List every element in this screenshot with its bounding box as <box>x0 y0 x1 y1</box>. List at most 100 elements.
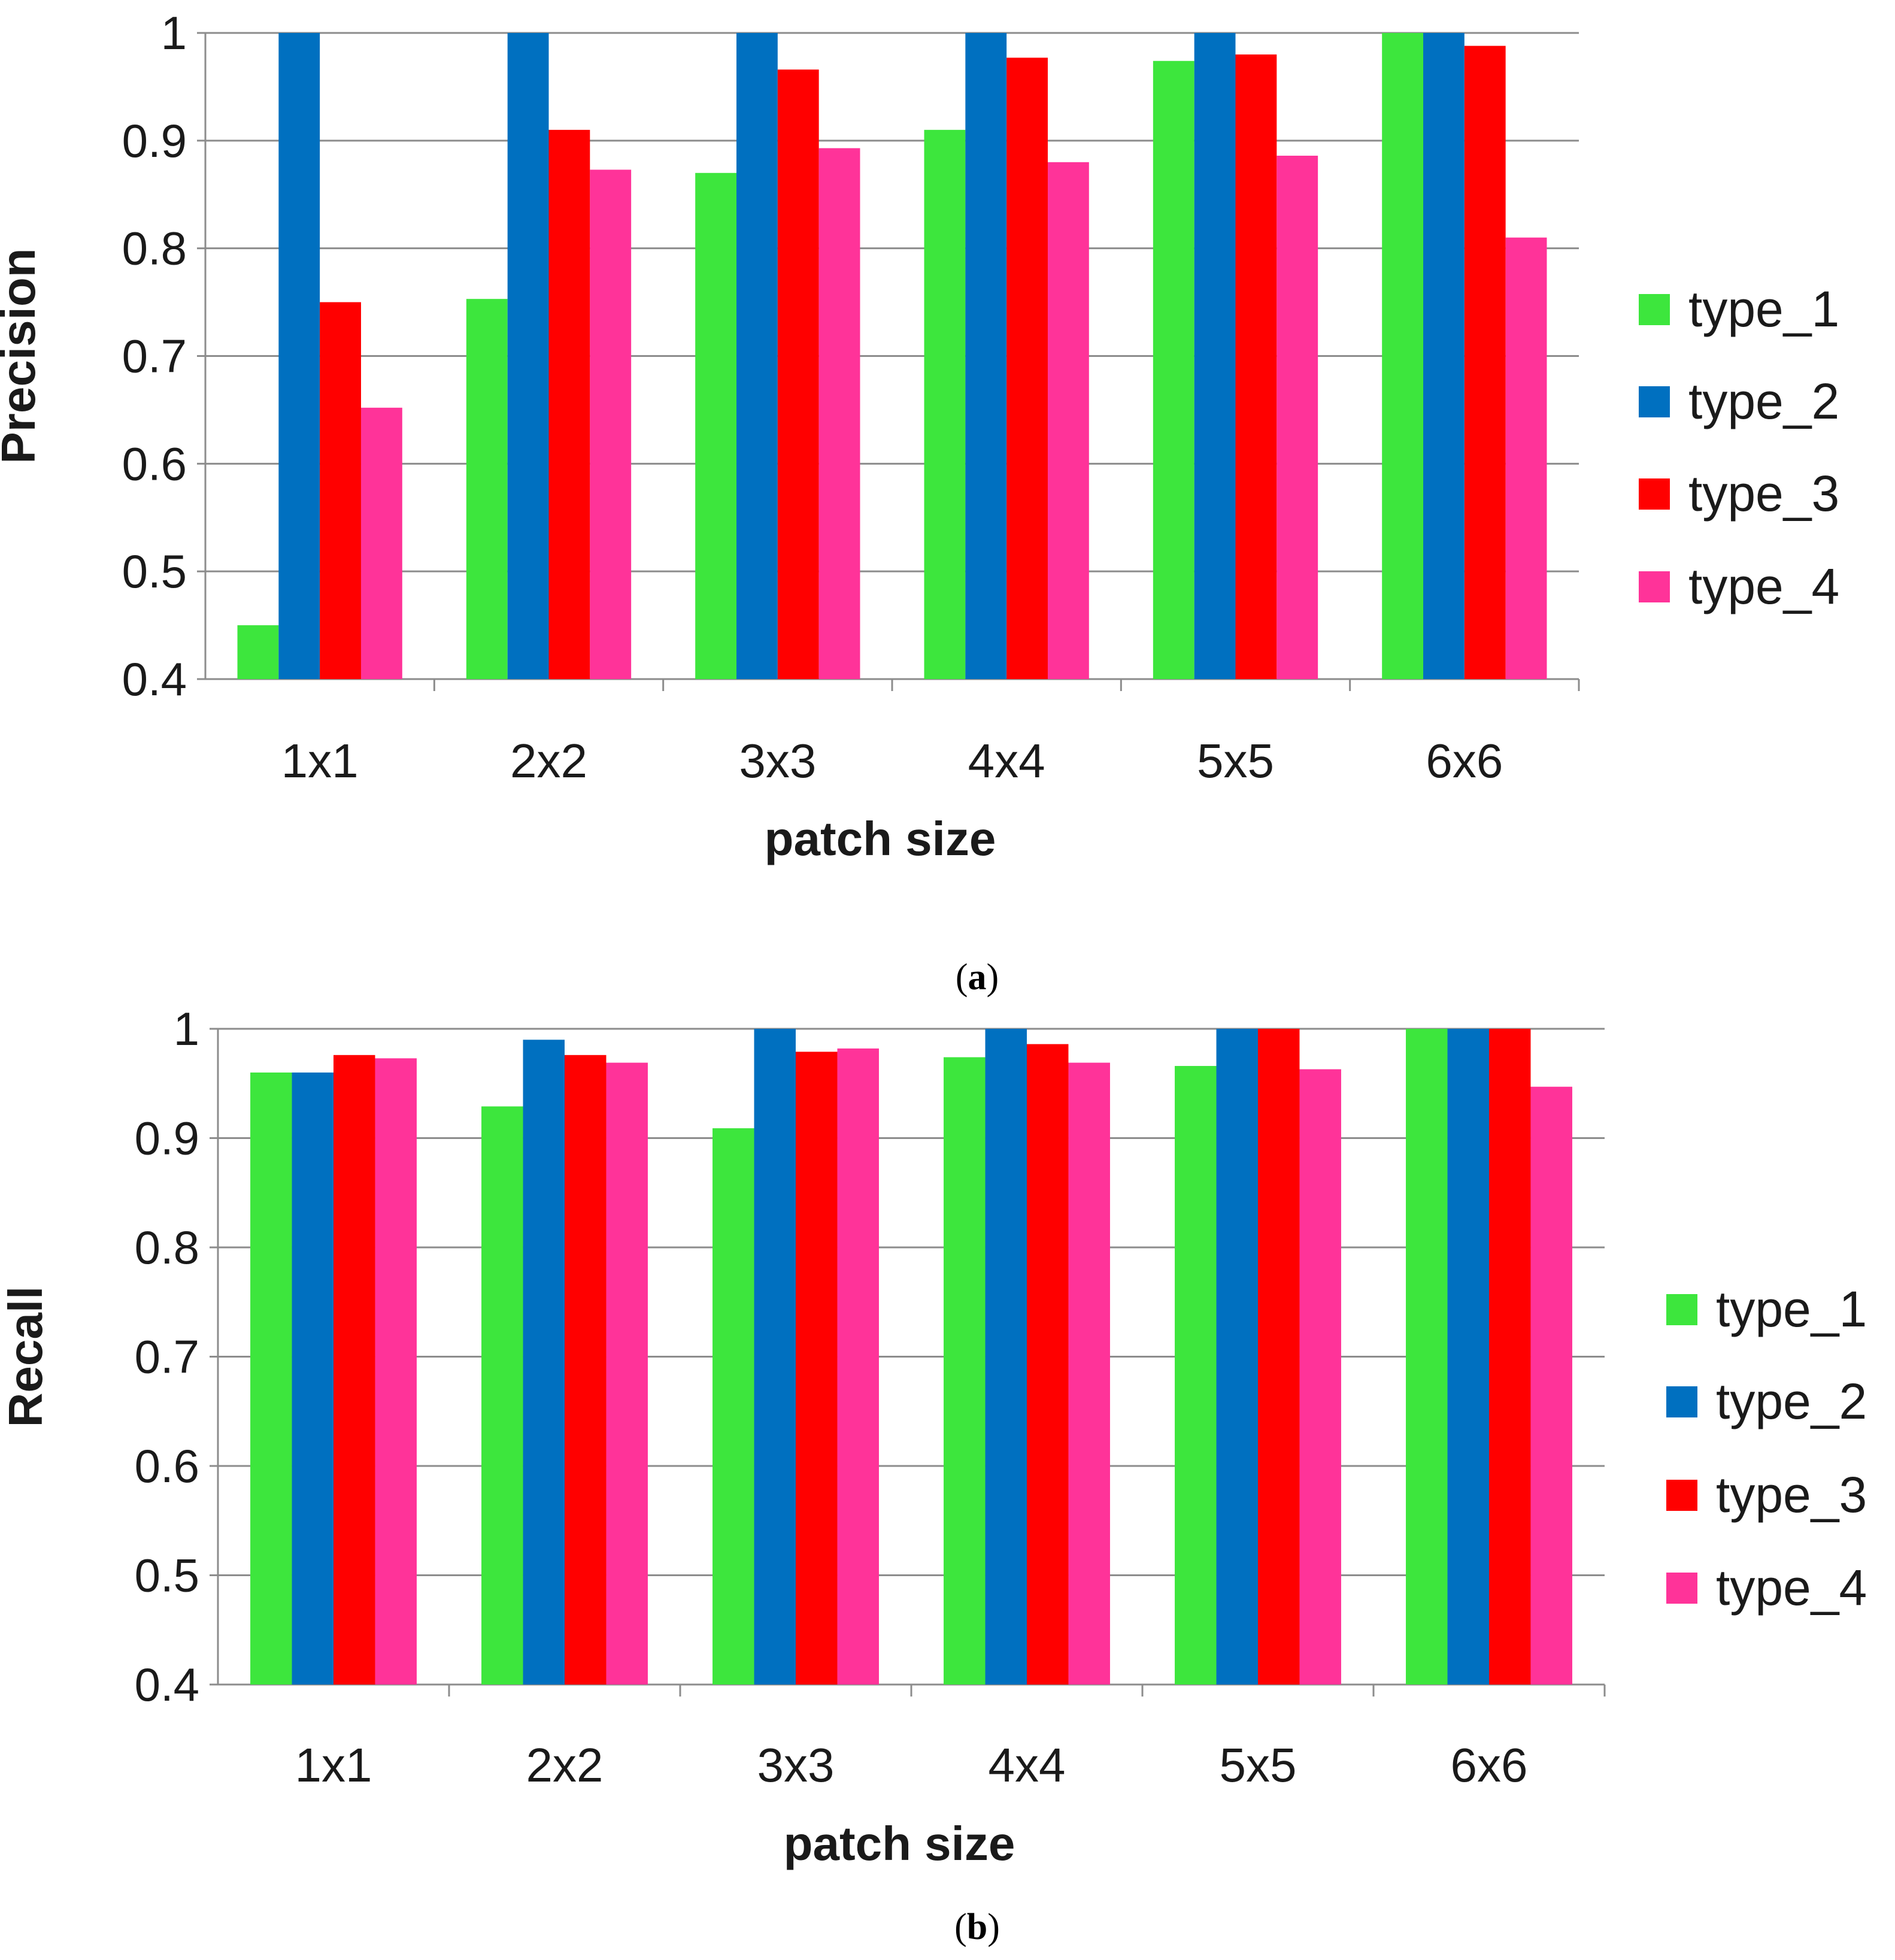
bar-type_4-5x5 <box>1299 1069 1341 1685</box>
bar-type_4-4x4 <box>1068 1062 1110 1685</box>
x-tick-label: 2x2 <box>526 1738 604 1792</box>
x-axis-title: patch size <box>784 1817 1015 1870</box>
x-tick-label: 4x4 <box>989 1738 1066 1792</box>
y-tick-label: 0.4 <box>135 1658 199 1711</box>
bar-type_4-1x1 <box>375 1058 417 1685</box>
bar-type_3-6x6 <box>1464 46 1506 680</box>
legend-label-type_2: type_2 <box>1688 373 1839 429</box>
bar-type_3-3x3 <box>796 1052 838 1685</box>
panel-caption-letter: a <box>968 957 987 998</box>
x-tick-label: 5x5 <box>1220 1738 1297 1792</box>
bar-type_3-5x5 <box>1235 54 1277 679</box>
bar-type_3-2x2 <box>565 1055 607 1685</box>
y-axis-title: Precision <box>0 248 45 464</box>
x-tick-label: 6x6 <box>1451 1738 1528 1792</box>
panel-caption: (b) <box>954 1907 1000 1947</box>
bar-type_1-5x5 <box>1175 1066 1217 1685</box>
x-tick-label: 6x6 <box>1426 734 1503 787</box>
y-tick-label: 0.8 <box>135 1221 199 1274</box>
bar-type_1-2x2 <box>466 299 508 679</box>
y-tick-label: 0.5 <box>135 1549 199 1602</box>
y-tick-label: 0.5 <box>122 545 187 598</box>
bar-type_3-1x1 <box>333 1055 375 1685</box>
bar-type_1-4x4 <box>944 1057 986 1685</box>
y-tick-label: 0.7 <box>122 330 187 383</box>
bar-type_1-6x6 <box>1406 1029 1448 1685</box>
bar-type_2-1x1 <box>292 1073 333 1685</box>
bar-type_3-5x5 <box>1258 1029 1300 1685</box>
bar-type_3-4x4 <box>1027 1044 1069 1685</box>
bar-type_3-4x4 <box>1006 57 1048 679</box>
bar-type_2-2x2 <box>507 33 549 679</box>
y-tick-label: 0.9 <box>122 114 187 167</box>
bar-type_4-3x3 <box>818 148 860 680</box>
bar-type_2-3x3 <box>736 33 778 679</box>
y-axis-title: Recall <box>0 1286 52 1428</box>
legend-label-type_3: type_3 <box>1716 1467 1867 1523</box>
x-tick-label: 4x4 <box>968 734 1045 787</box>
bar-type_2-6x6 <box>1447 1029 1489 1685</box>
legend-swatch-type_2 <box>1666 1386 1697 1417</box>
bar-type_4-1x1 <box>360 407 402 679</box>
legend-label-type_1: type_1 <box>1688 281 1839 337</box>
y-tick-label: 0.7 <box>135 1331 199 1383</box>
y-tick-label: 0.8 <box>122 222 187 275</box>
legend-swatch-type_1 <box>1639 294 1670 325</box>
x-axis-title: patch size <box>765 812 996 865</box>
x-tick-label: 3x3 <box>757 1738 835 1792</box>
bar-type_2-5x5 <box>1216 1029 1258 1685</box>
legend-label-type_1: type_1 <box>1716 1281 1867 1337</box>
bar-type_4-5x5 <box>1277 156 1318 679</box>
y-tick-label: 0.6 <box>135 1440 199 1492</box>
bar-type_2-4x4 <box>985 1029 1027 1685</box>
bar-type_1-4x4 <box>924 129 966 680</box>
x-tick-label: 5x5 <box>1197 734 1274 787</box>
chart-panel-b: 0.4 0.5 0.6 0.7 0.8 0.9 1 1x1 2x2 3x3 4x4 5x5 6x6 pat… <box>0 1002 1867 1947</box>
bar-type_4-2x2 <box>606 1062 648 1685</box>
legend-label-type_2: type_2 <box>1716 1373 1867 1429</box>
legend-label-type_4: type_4 <box>1688 558 1839 614</box>
legend-swatch-type_2 <box>1639 386 1670 417</box>
bar-type_1-2x2 <box>481 1106 523 1685</box>
bar-type_2-6x6 <box>1423 33 1465 679</box>
bar-type_1-6x6 <box>1382 33 1424 679</box>
y-tick-label: 0.9 <box>135 1112 199 1165</box>
legend-swatch-type_3 <box>1666 1480 1697 1511</box>
chart-panel-a: 0.4 0.5 0.6 0.7 0.8 0.9 1 1x1 2x2 3x3 4x4 5x5 6x6 pat… <box>0 7 1839 998</box>
bar-type_2-1x1 <box>278 33 320 679</box>
legend-label-type_4: type_4 <box>1716 1559 1867 1616</box>
x-tick-label: 1x1 <box>295 1738 372 1792</box>
y-tick-label: 0.6 <box>122 437 187 490</box>
bar-type_4-6x6 <box>1530 1086 1572 1685</box>
bar-type_2-2x2 <box>523 1040 565 1685</box>
legend: type_1 type_2 type_3 type_4 <box>1666 1281 1867 1616</box>
y-tick-label: 1 <box>174 1002 199 1055</box>
bar-type_2-4x4 <box>965 33 1007 679</box>
bar-type_4-6x6 <box>1505 237 1547 679</box>
legend-swatch-type_1 <box>1666 1294 1697 1325</box>
panel-caption-letter: b <box>967 1907 987 1947</box>
bar-type_4-4x4 <box>1047 162 1089 679</box>
panel-caption: (a) <box>956 957 999 998</box>
legend-swatch-type_4 <box>1666 1573 1697 1604</box>
legend: type_1 type_2 type_3 type_4 <box>1639 281 1839 614</box>
x-tick-label: 2x2 <box>510 734 587 787</box>
bar-type_4-2x2 <box>590 169 632 680</box>
x-tick-label: 3x3 <box>739 734 816 787</box>
bar-type_1-5x5 <box>1153 60 1194 679</box>
bar-type_1-3x3 <box>712 1128 754 1685</box>
bar-type_1-1x1 <box>250 1073 292 1685</box>
y-tick-label: 1 <box>161 7 187 59</box>
legend-label-type_3: type_3 <box>1688 465 1839 522</box>
bar-type_1-1x1 <box>237 625 279 679</box>
bar-type_1-3x3 <box>695 172 737 679</box>
y-tick-label: 0.4 <box>122 653 187 705</box>
bar-type_3-6x6 <box>1489 1029 1531 1685</box>
bar-type_3-1x1 <box>320 302 361 679</box>
bar-type_3-3x3 <box>777 69 819 680</box>
bar-type_4-3x3 <box>837 1048 879 1685</box>
bar-type_2-5x5 <box>1194 33 1236 679</box>
legend-swatch-type_3 <box>1639 478 1670 510</box>
x-tick-label: 1x1 <box>281 734 359 787</box>
